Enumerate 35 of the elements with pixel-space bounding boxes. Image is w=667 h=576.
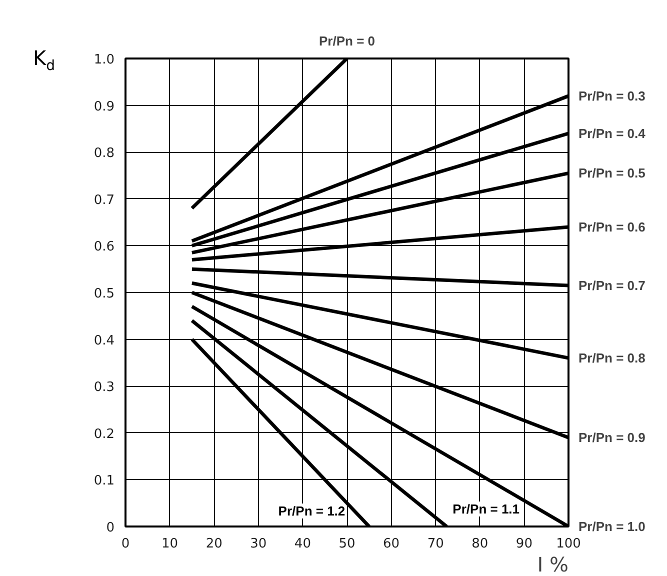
series-label: Pr/Pn = 1.1 xyxy=(452,502,520,516)
series-label: Pr/Pn = 0 xyxy=(319,34,375,48)
x-tick-label: 60 xyxy=(383,536,400,552)
y-tick-label: 0.9 xyxy=(94,99,115,114)
x-tick-label: 70 xyxy=(427,536,444,552)
series-label: Pr/Pn = 0.4 xyxy=(578,126,646,141)
series-label: Pr/Pn = 1.2 xyxy=(278,504,346,518)
y-tick-label: 0.4 xyxy=(94,333,115,348)
y-tick-label: 0.5 xyxy=(94,286,115,302)
x-tick-label: 10 xyxy=(162,536,178,552)
x-tick-label: 90 xyxy=(516,536,532,552)
x-tick-label: 20 xyxy=(206,536,222,552)
y-tick-label: 0.3 xyxy=(94,380,115,396)
y-tick-label: 0.2 xyxy=(94,426,115,442)
series-label: Pr/Pn = 0.5 xyxy=(578,166,646,181)
x-tick-label: 80 xyxy=(472,536,488,552)
x-tick-label: 50 xyxy=(338,536,356,552)
series-label: Pr/Pn = 1.0 xyxy=(578,519,646,534)
x-tick-label: 40 xyxy=(294,536,311,552)
y-tick-label: 0.7 xyxy=(94,192,115,208)
x-tick-label: 30 xyxy=(250,536,267,552)
x-axis-title: I % xyxy=(537,552,569,576)
y-tick-label: 0.1 xyxy=(94,474,115,489)
y-tick-label: 0.8 xyxy=(94,146,115,162)
series-label: Pr/Pn = 0.7 xyxy=(578,278,646,293)
y-tick-label: 1.0 xyxy=(94,52,115,68)
series-label: Pr/Pn = 0.6 xyxy=(578,219,646,234)
y-tick-label: 0 xyxy=(106,520,115,536)
x-tick-label: 100 xyxy=(556,536,581,552)
series-label: Pr/Pn = 0.9 xyxy=(578,430,646,446)
series-label: Pr/Pn = 0.8 xyxy=(578,350,646,366)
y-tick-label: 0.6 xyxy=(94,240,115,255)
x-tick-label: 0 xyxy=(121,536,130,552)
y-axis-title: K$_{d}$ xyxy=(33,45,56,76)
series-label: Pr/Pn = 0.3 xyxy=(578,88,646,104)
